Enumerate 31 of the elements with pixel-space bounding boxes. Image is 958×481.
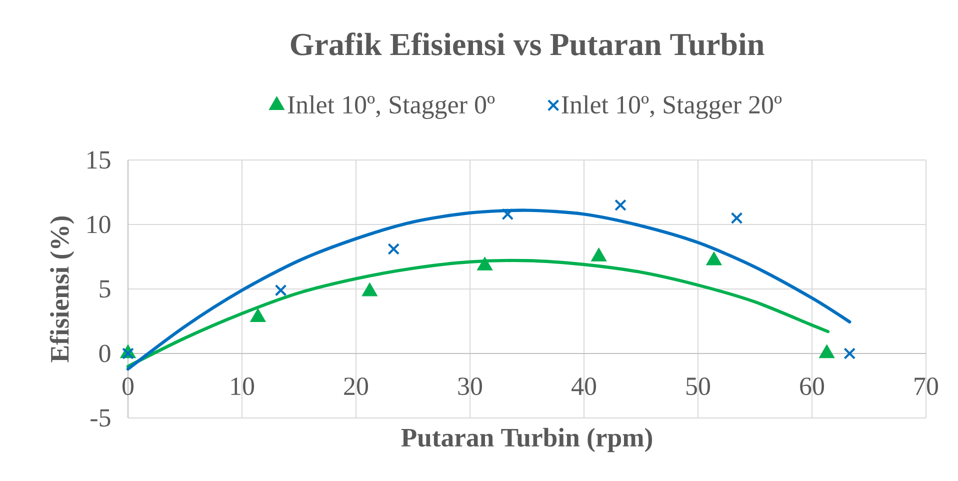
point [476,256,493,270]
legend-label: Inlet 10º, Stagger 0º [288,95,495,119]
point [590,248,607,262]
point [362,282,378,296]
y-tick-label: 10 [88,216,110,234]
x-tick-label: 70 [914,378,938,396]
point [388,243,400,255]
y-tick-label: 5 [100,280,110,298]
chart-title: Grafik Efisiensi vs Putaran Turbin [290,32,764,56]
y-tick-label: 15 [88,151,110,169]
x-tick-label: 40 [572,378,596,396]
point [274,284,287,296]
y-tick-label: 0 [99,344,110,362]
point [818,344,835,358]
y-tick-label: -5 [90,409,110,427]
line-series [126,208,852,371]
x-tick-label: 0 [122,378,134,396]
x-tick-label: 10 [231,378,254,396]
point [706,252,722,266]
point [730,212,743,224]
y-axis-title: Efisiensi (%) [50,216,74,362]
x-tick-label: 20 [344,378,368,396]
line-series [126,258,830,368]
x-tick-label: 60 [800,378,824,396]
point [614,199,626,212]
x-tick-label: 50 [686,378,710,396]
x-axis-title: Putaran Turbin (rpm) [401,428,652,452]
x-tick-label: 30 [458,378,482,396]
legend-label: Inlet 10º, Stagger 20º [562,95,782,119]
point [502,208,514,220]
point [250,308,266,322]
